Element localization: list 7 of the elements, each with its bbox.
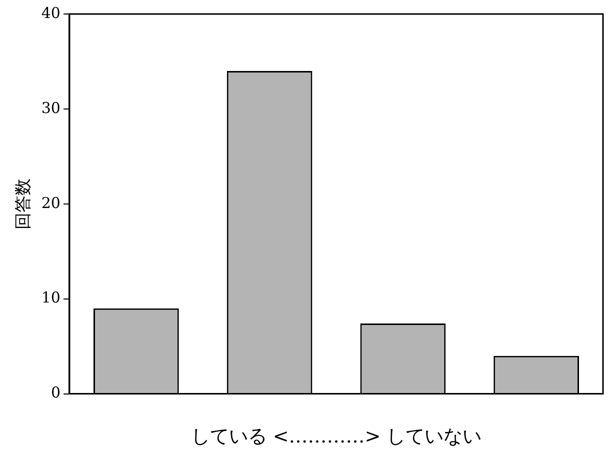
- x-axis-title: している <…………> していない: [190, 426, 482, 448]
- y-tick-label: 40: [41, 4, 60, 22]
- y-tick-label: 10: [41, 288, 60, 307]
- y-tick-label: 30: [41, 98, 60, 117]
- y-tick-label: 0: [50, 384, 60, 402]
- y-axis-title: 回答数: [14, 178, 34, 230]
- y-tick-label: 20: [41, 194, 60, 212]
